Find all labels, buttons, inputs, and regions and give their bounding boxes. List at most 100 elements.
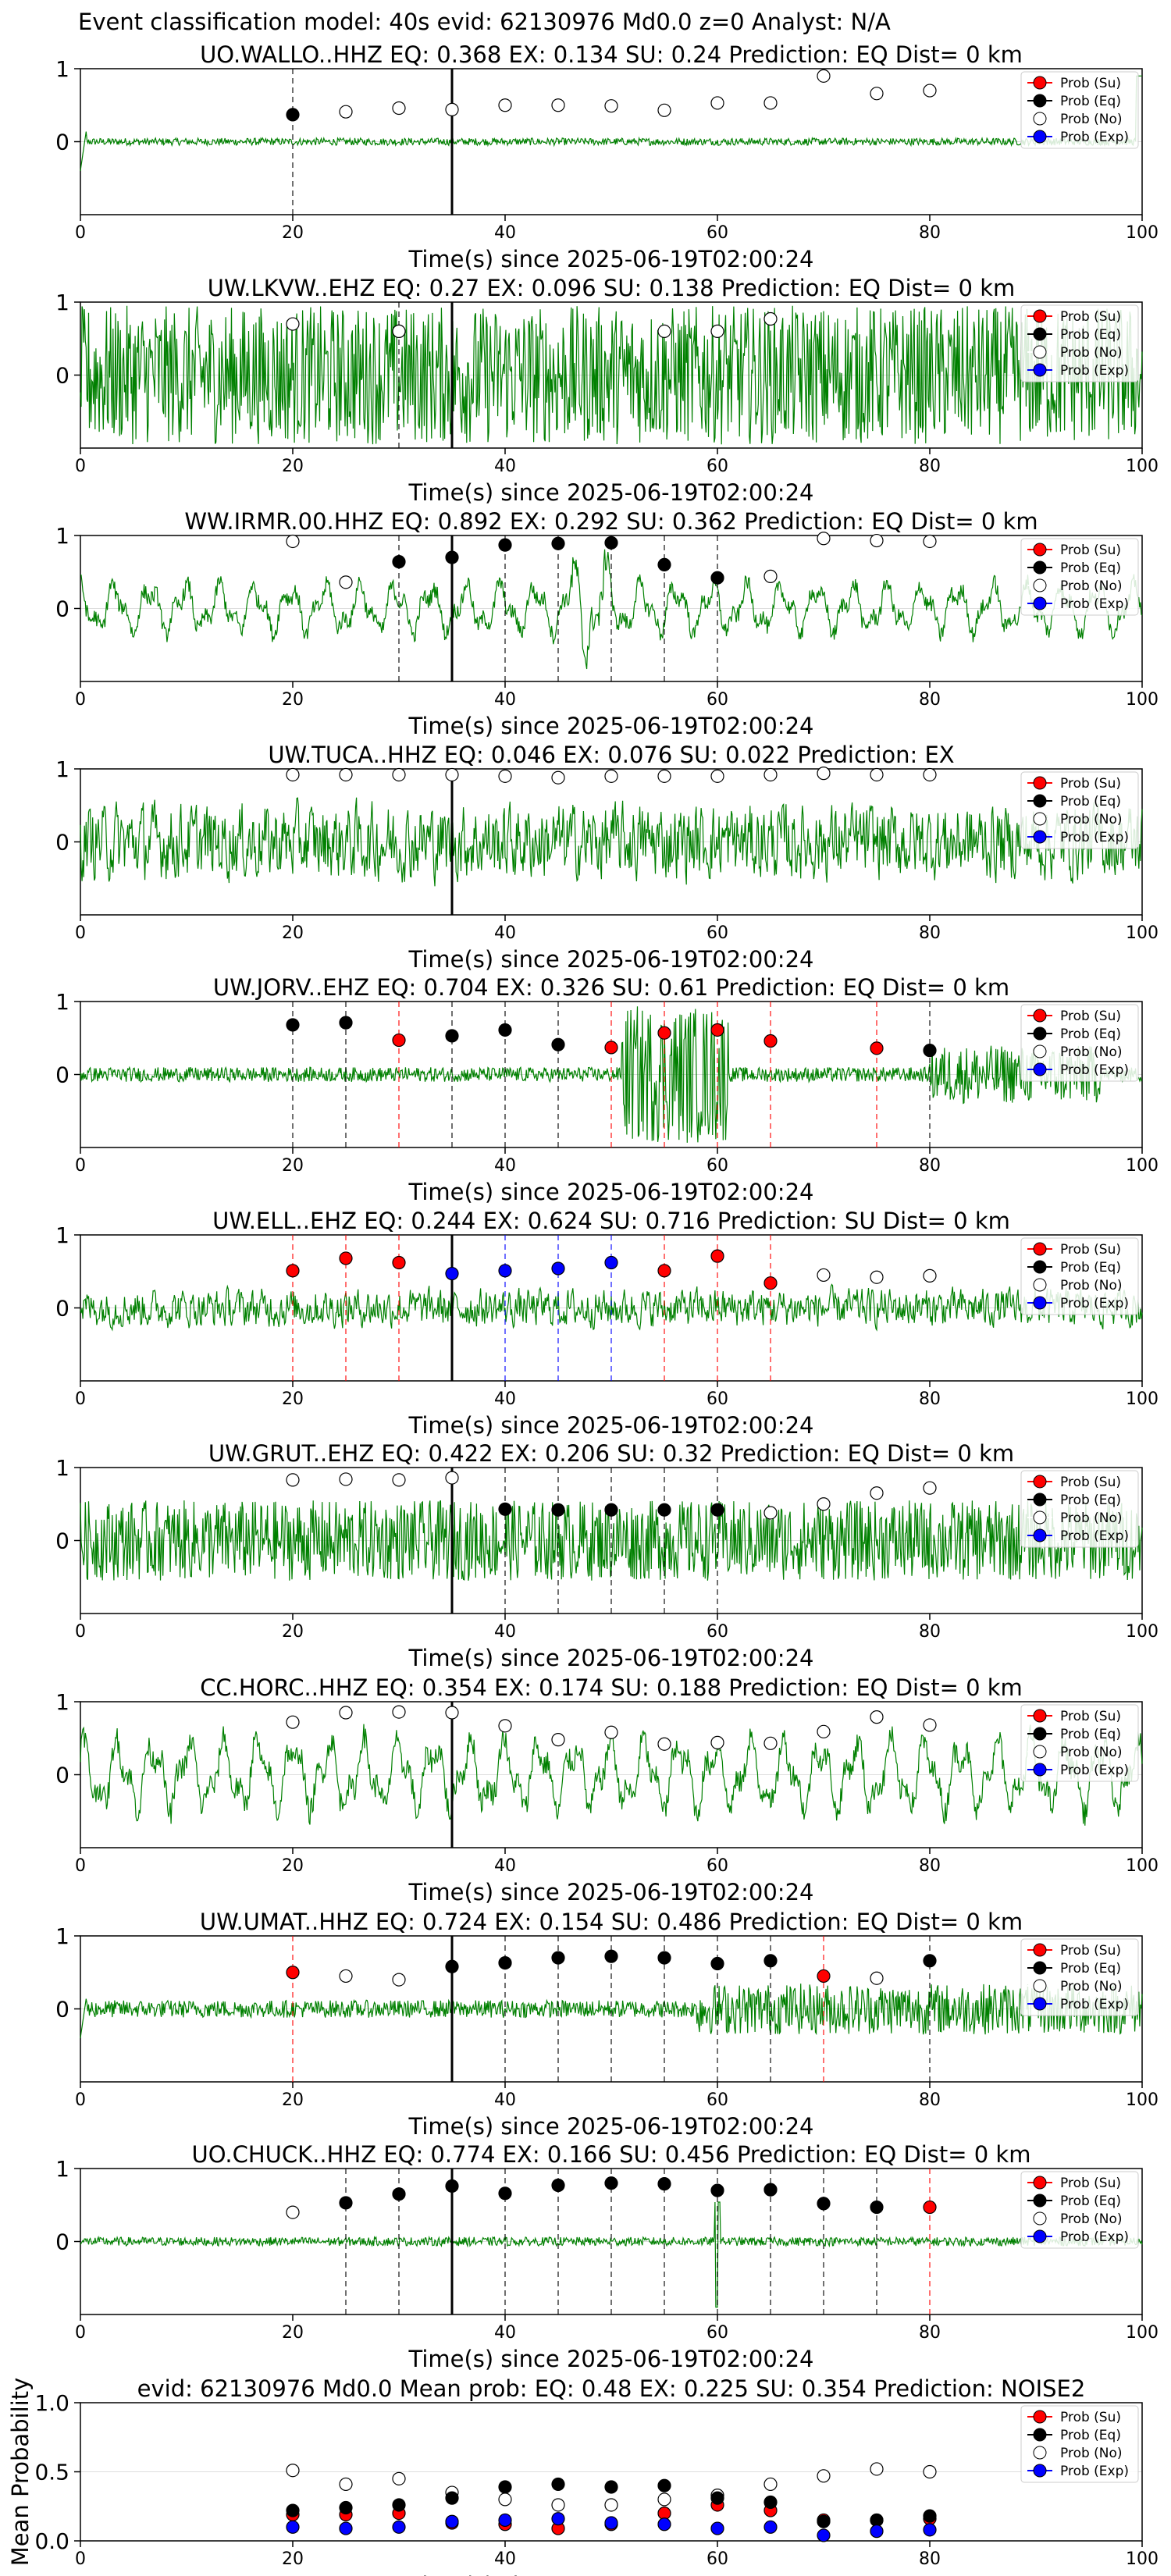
legend-label-no: Prob (No): [1060, 2446, 1123, 2461]
legend-marker-no: [1033, 2211, 1047, 2226]
legend-marker-no: [1033, 1745, 1047, 1759]
legend-label-exp: Prob (Exp): [1060, 830, 1129, 845]
legend-marker-su: [1033, 1242, 1047, 1256]
prob-point-su: [763, 1034, 778, 1048]
mean-point-no: [339, 2477, 353, 2492]
prob-point-no: [923, 1268, 937, 1283]
legend-marker-exp: [1033, 596, 1047, 610]
legend-marker-no: [1033, 1044, 1047, 1059]
legend-label-no: Prob (No): [1060, 1510, 1123, 1526]
prob-point-no: [657, 1737, 671, 1751]
prob-point-no: [498, 98, 512, 112]
x-axis-label: Time(s) since 2025-06-19T02:00:24: [408, 2346, 814, 2372]
x-tick-label: 40: [494, 1389, 516, 1409]
prob-point-no: [817, 1724, 831, 1738]
prob-point-no: [445, 767, 459, 782]
prob-point-no: [286, 534, 300, 549]
prob-point-no: [286, 1473, 300, 1487]
legend-label-su: Prob (Su): [1060, 309, 1121, 325]
waveform-trace: [80, 2201, 1143, 2308]
prob-point-eq: [445, 1029, 459, 1043]
x-tick-label: 20: [282, 2323, 304, 2343]
x-tick-label: 60: [707, 1389, 728, 1409]
x-tick-label: 40: [494, 1856, 516, 1876]
x-tick-label: 20: [282, 1389, 304, 1409]
prob-point-no: [286, 2205, 300, 2219]
prob-point-su: [763, 1276, 778, 1290]
legend-marker-exp: [1033, 1763, 1047, 1777]
prob-point-no: [551, 98, 565, 112]
mean-point-no: [923, 2464, 937, 2479]
legend-marker-eq: [1033, 2428, 1047, 2442]
mean-point-no: [870, 2462, 884, 2476]
x-tick-label: 20: [282, 1622, 304, 1642]
mean-point-exp: [498, 2513, 512, 2528]
x-tick-label: 80: [919, 1856, 941, 1876]
legend-label-exp: Prob (Exp): [1060, 1997, 1129, 2012]
prob-point-eq: [604, 535, 618, 550]
y-tick-label: 1: [55, 1923, 69, 1949]
legend-marker-no: [1033, 112, 1047, 126]
prob-point-eq: [286, 1018, 300, 1032]
y-tick-label: 1: [55, 1455, 69, 1481]
legend-label-no: Prob (No): [1060, 345, 1123, 361]
prob-point-no: [286, 317, 300, 331]
prob-point-no: [392, 101, 406, 116]
x-tick-label: 20: [282, 1156, 304, 1176]
prob-point-no: [763, 96, 778, 110]
prob-point-eq: [339, 1016, 353, 1030]
legend-marker-no: [1033, 2446, 1047, 2460]
x-axis-label: Time(s) since 2025-06-19T02:00:24: [408, 246, 814, 272]
prob-point-eq: [498, 1023, 512, 1037]
prob-point-no: [339, 1706, 353, 1720]
chart-panel-10: 0 20 40 60 80 100 0 1 UO.CHUCK..HHZ EQ: 0.774 EX…: [55, 2141, 1159, 2372]
mean-point-exp: [392, 2520, 406, 2534]
legend-marker-exp: [1033, 1062, 1047, 1076]
legend-label-eq: Prob (Eq): [1060, 560, 1121, 576]
prob-point-eq: [604, 1503, 618, 1517]
prob-point-su: [710, 1023, 724, 1037]
prob-point-no: [286, 767, 300, 782]
x-tick-label: 100: [1126, 1156, 1159, 1176]
y-tick-label: 0: [55, 1528, 69, 1554]
legend-label-no: Prob (No): [1060, 2211, 1123, 2227]
x-tick-label: 80: [919, 2549, 941, 2569]
x-tick-label: 0: [75, 2323, 86, 2343]
x-tick-label: 60: [707, 223, 728, 243]
waveform-trace: [80, 75, 1142, 171]
chart-title: CC.HORC..HHZ EQ: 0.354 EX: 0.174 SU: 0.1…: [200, 1674, 1023, 1701]
x-tick-label: 0: [75, 923, 86, 943]
x-axis-label: Time(s) since 2025-06-19T02:00:24: [408, 1645, 814, 1671]
legend-marker-su: [1033, 309, 1047, 323]
prob-point-exp: [445, 1266, 459, 1281]
legend-marker-exp: [1033, 1997, 1047, 2011]
prob-point-no: [445, 1471, 459, 1485]
legend-label-no: Prob (No): [1060, 1745, 1123, 1760]
x-tick-label: 40: [494, 2549, 516, 2569]
legend-marker-su: [1033, 1009, 1047, 1023]
legend-marker-su: [1033, 2176, 1047, 2190]
prob-point-no: [710, 1735, 724, 1749]
prob-point-eq: [551, 1503, 565, 1517]
prob-point-eq: [392, 2187, 406, 2201]
prob-point-eq: [551, 1037, 565, 1051]
legend-label-su: Prob (Su): [1060, 1009, 1121, 1024]
chart-title: UO.WALLO..HHZ EQ: 0.368 EX: 0.134 SU: 0.…: [200, 41, 1023, 68]
prob-point-exp: [498, 1264, 512, 1278]
prob-point-eq: [498, 1502, 512, 1516]
chart-title: UW.UMAT..HHZ EQ: 0.724 EX: 0.154 SU: 0.4…: [200, 1909, 1023, 1935]
prob-point-no: [604, 99, 618, 113]
mean-point-eq: [763, 2495, 778, 2510]
prob-point-eq: [870, 2200, 884, 2215]
prob-point-eq: [445, 1959, 459, 1973]
prob-point-eq: [551, 1951, 565, 1965]
prob-point-eq: [710, 1503, 724, 1517]
prob-point-su: [657, 1026, 671, 1040]
y-tick-label: 0: [55, 1763, 69, 1788]
prob-point-eq: [498, 538, 512, 552]
mean-point-exp: [870, 2524, 884, 2539]
prob-point-no: [339, 575, 353, 589]
mean-point-eq: [286, 2503, 300, 2517]
y-tick-label: 0: [55, 130, 69, 155]
